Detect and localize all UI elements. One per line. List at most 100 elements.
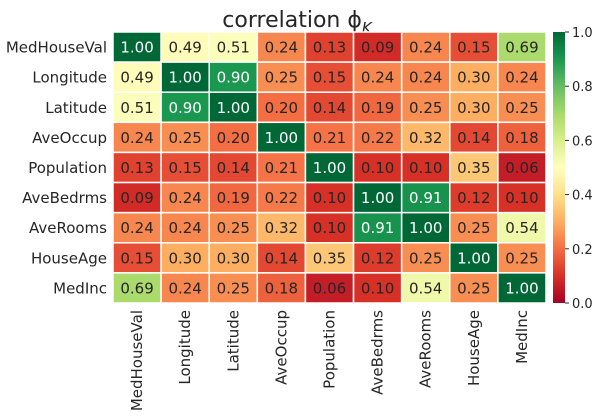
chart-title-subscript: K [362,19,373,37]
heatmap-cell [256,151,307,184]
heatmap-cell-value: 0.91 [361,219,394,237]
heatmap-cells [112,31,547,304]
heatmap-cell-value: 1.00 [361,189,394,207]
heatmap-cell-value: 0.14 [313,99,346,117]
colorbar-ticks: 0.0 0.2 0.4 0.6 0.8 1.0 [565,26,593,312]
heatmap-cell [256,242,307,274]
heatmap-cell [449,211,499,244]
heatmap-cell-value: 0.30 [457,69,490,87]
heatmap-cell-value: 0.24 [120,129,153,147]
heatmap-cell-value: 0.24 [120,219,153,237]
heatmap-cell [400,242,451,274]
colorbar-tick-label: 0.2 [572,243,593,258]
heatmap-cell-value: 0.25 [505,99,538,117]
heatmap-cell-value: 0.25 [505,249,538,267]
heatmap-cell [449,242,499,274]
heatmap-cell [304,272,355,304]
heatmap-cell [400,211,451,244]
heatmap-cell [208,61,259,93]
heatmap-cell [449,272,499,304]
heatmap-cell [497,272,547,304]
heatmap-cell-value: 0.49 [120,69,153,87]
heatmap-cell-value: 0.15 [457,39,490,57]
column-tick-label: HouseAge [465,310,483,386]
heatmap-cell [497,61,547,93]
colorbar: 0.0 0.2 0.4 0.6 0.8 1.0 [553,26,593,312]
heatmap-cell-value: 0.22 [265,189,298,207]
heatmap-cell-value: 0.24 [168,219,201,237]
heatmap-cell-value: 1.00 [168,69,201,87]
heatmap-cell-value: 0.54 [409,279,442,297]
column-tick-label: MedHouseVal [128,310,146,411]
heatmap-cell [112,91,162,124]
heatmap-cell-value: 0.32 [409,129,442,147]
heatmap-cell-value: 0.10 [361,159,394,177]
heatmap-cell-value: 0.12 [457,189,490,207]
column-tick-label: MedInc [513,310,531,364]
row-tick-label: MedInc [53,279,107,297]
heatmap-cell-value: 1.00 [217,99,250,117]
heatmap-cell-value: 0.19 [217,189,250,207]
heatmap-cell-value: 0.30 [168,249,201,267]
heatmap-cell-value: 0.54 [505,219,538,237]
heatmap-cell-value: 0.90 [168,99,201,117]
heatmap-cell-value: 0.51 [217,39,250,57]
heatmap-cell-value: 0.10 [313,189,346,207]
heatmap-cell-value: 0.25 [409,249,442,267]
heatmap-cell-value: 0.25 [217,219,250,237]
heatmap-cell-value: 0.15 [313,69,346,87]
heatmap-cell-value: 0.13 [120,159,153,177]
heatmap-cell [256,31,307,63]
heatmap-cell-value: 0.90 [217,69,250,87]
heatmap-cell [208,242,259,274]
heatmap-cell-value: 0.30 [457,99,490,117]
heatmap-cell [449,151,499,184]
heatmap-cell [497,211,547,244]
heatmap-cell [449,181,499,214]
heatmap-cell [208,151,259,184]
row-tick-label: MedHouseVal [6,39,107,57]
colorbar-gradient [553,32,565,303]
heatmap-cell-value: 1.00 [120,39,153,57]
row-tick-label: HouseAge [31,249,107,267]
heatmap-cell-value: 0.20 [217,129,250,147]
heatmap-cell-value: 0.25 [265,69,298,87]
heatmap-cell-value: 0.69 [505,39,538,57]
column-tick-label: Longitude [176,310,194,385]
heatmap-cell-value: 0.25 [168,129,201,147]
row-tick-label: AveOccup [32,129,107,147]
heatmap-cell [112,31,162,63]
heatmap-cell-value: 0.22 [361,129,394,147]
heatmap-cell [497,242,547,274]
heatmap-cell-value: 0.24 [409,39,442,57]
heatmap-cell [497,121,547,154]
row-tick-label: AveRooms [29,219,107,237]
heatmap-cell [352,272,403,304]
heatmap-cell-value: 0.20 [265,99,298,117]
heatmap-cell-value: 1.00 [457,249,490,267]
column-tick-labels: MedHouseVal Longitude Latitude AveOccup Popu… [128,310,531,411]
heatmap-cell [160,272,210,304]
heatmap-cell-value: 1.00 [265,129,298,147]
heatmap-cell-value: 0.09 [120,189,153,207]
heatmap-cell-value: 0.06 [505,159,538,177]
heatmap-cell [400,272,451,304]
heatmap-cell-value: 0.10 [409,159,442,177]
heatmap-cell-value: 0.21 [313,129,346,147]
heatmap-cell [208,31,259,63]
heatmap-cell-value: 0.10 [313,219,346,237]
heatmap-cell [497,151,547,184]
heatmap-cell-value: 0.06 [313,279,346,297]
heatmap-cell [497,31,547,63]
heatmap-cell-value: 0.35 [313,249,346,267]
column-tick-label: AveRooms [417,310,435,388]
heatmap-cell [304,211,355,244]
heatmap-cell [400,121,451,154]
heatmap-cell-value: 0.24 [168,189,201,207]
heatmap-cell-value: 0.24 [409,69,442,87]
row-tick-label: Latitude [45,99,107,117]
heatmap-cell [449,121,499,154]
heatmap-cell-value: 0.18 [505,129,538,147]
row-tick-label: AveBedrms [22,189,107,207]
